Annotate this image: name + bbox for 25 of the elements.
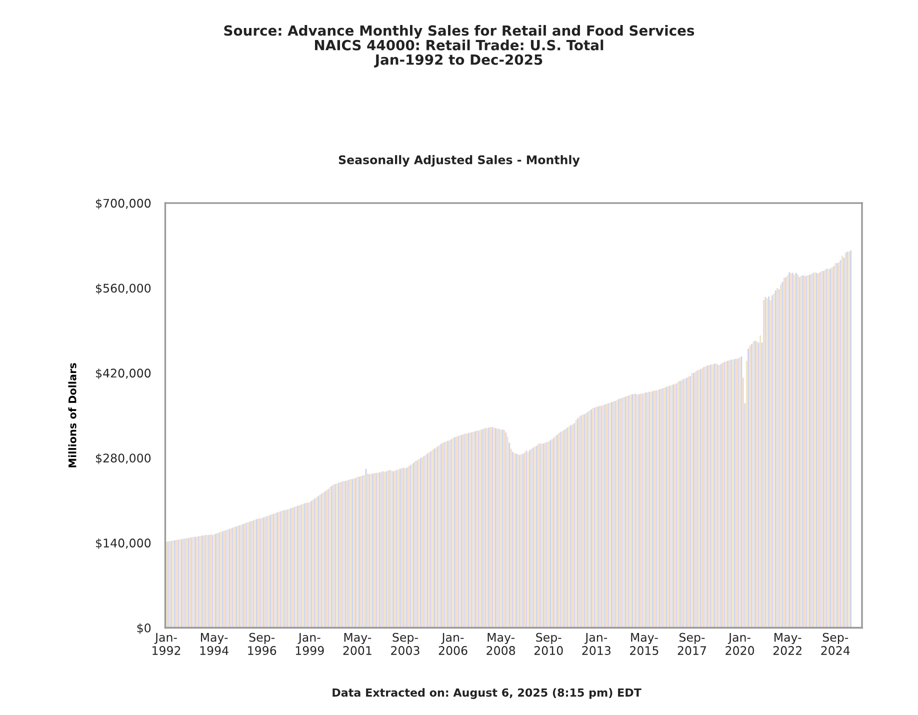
chart-subtitle: Seasonally Adjusted Sales - Monthly	[338, 155, 580, 167]
x-tick-label: Sep- 2017	[678, 632, 706, 655]
x-tick-label: May- 2015	[630, 632, 658, 655]
y-tick-label: $420,000	[96, 368, 151, 380]
y-tick-label: $140,000	[96, 538, 151, 550]
y-tick-label: $0	[137, 623, 151, 634]
y-tick-label: $560,000	[96, 284, 151, 294]
x-tick-label: Sep- 2024	[821, 632, 850, 655]
x-tick-label: Sep- 2003	[391, 632, 420, 655]
y-tick-label: $700,000	[96, 198, 151, 210]
y-axis-title: Millions of Dollars	[68, 363, 76, 468]
x-tick-label: May- 2001	[343, 632, 372, 655]
x-tick-label: Jan- 1992	[152, 632, 180, 655]
x-tick-label: Jan- 1999	[296, 632, 324, 655]
chart-title: Source: Advance Monthly Sales for Retail and Food Services NAICS 44000: Retail Trade: U.S. Total Jan-1992 to Dec-2025	[224, 25, 694, 68]
x-tick-label: Sep- 2010	[534, 632, 563, 655]
x-tick-label: Jan- 2006	[438, 632, 468, 655]
x-tick-label: May- 2008	[486, 632, 516, 655]
x-tick-label: Jan- 2020	[726, 632, 754, 655]
x-tick-label: May- 2022	[773, 632, 802, 655]
x-tick-label: Jan- 2013	[582, 632, 610, 655]
text: Data Extracted on: August 6, 2025 (8:15 pm) EDT	[332, 688, 642, 699]
x-tick-label: May- 1994	[200, 632, 228, 655]
y-tick-label: $280,000	[96, 453, 151, 464]
x-tick-label: Sep- 1996	[248, 632, 276, 655]
